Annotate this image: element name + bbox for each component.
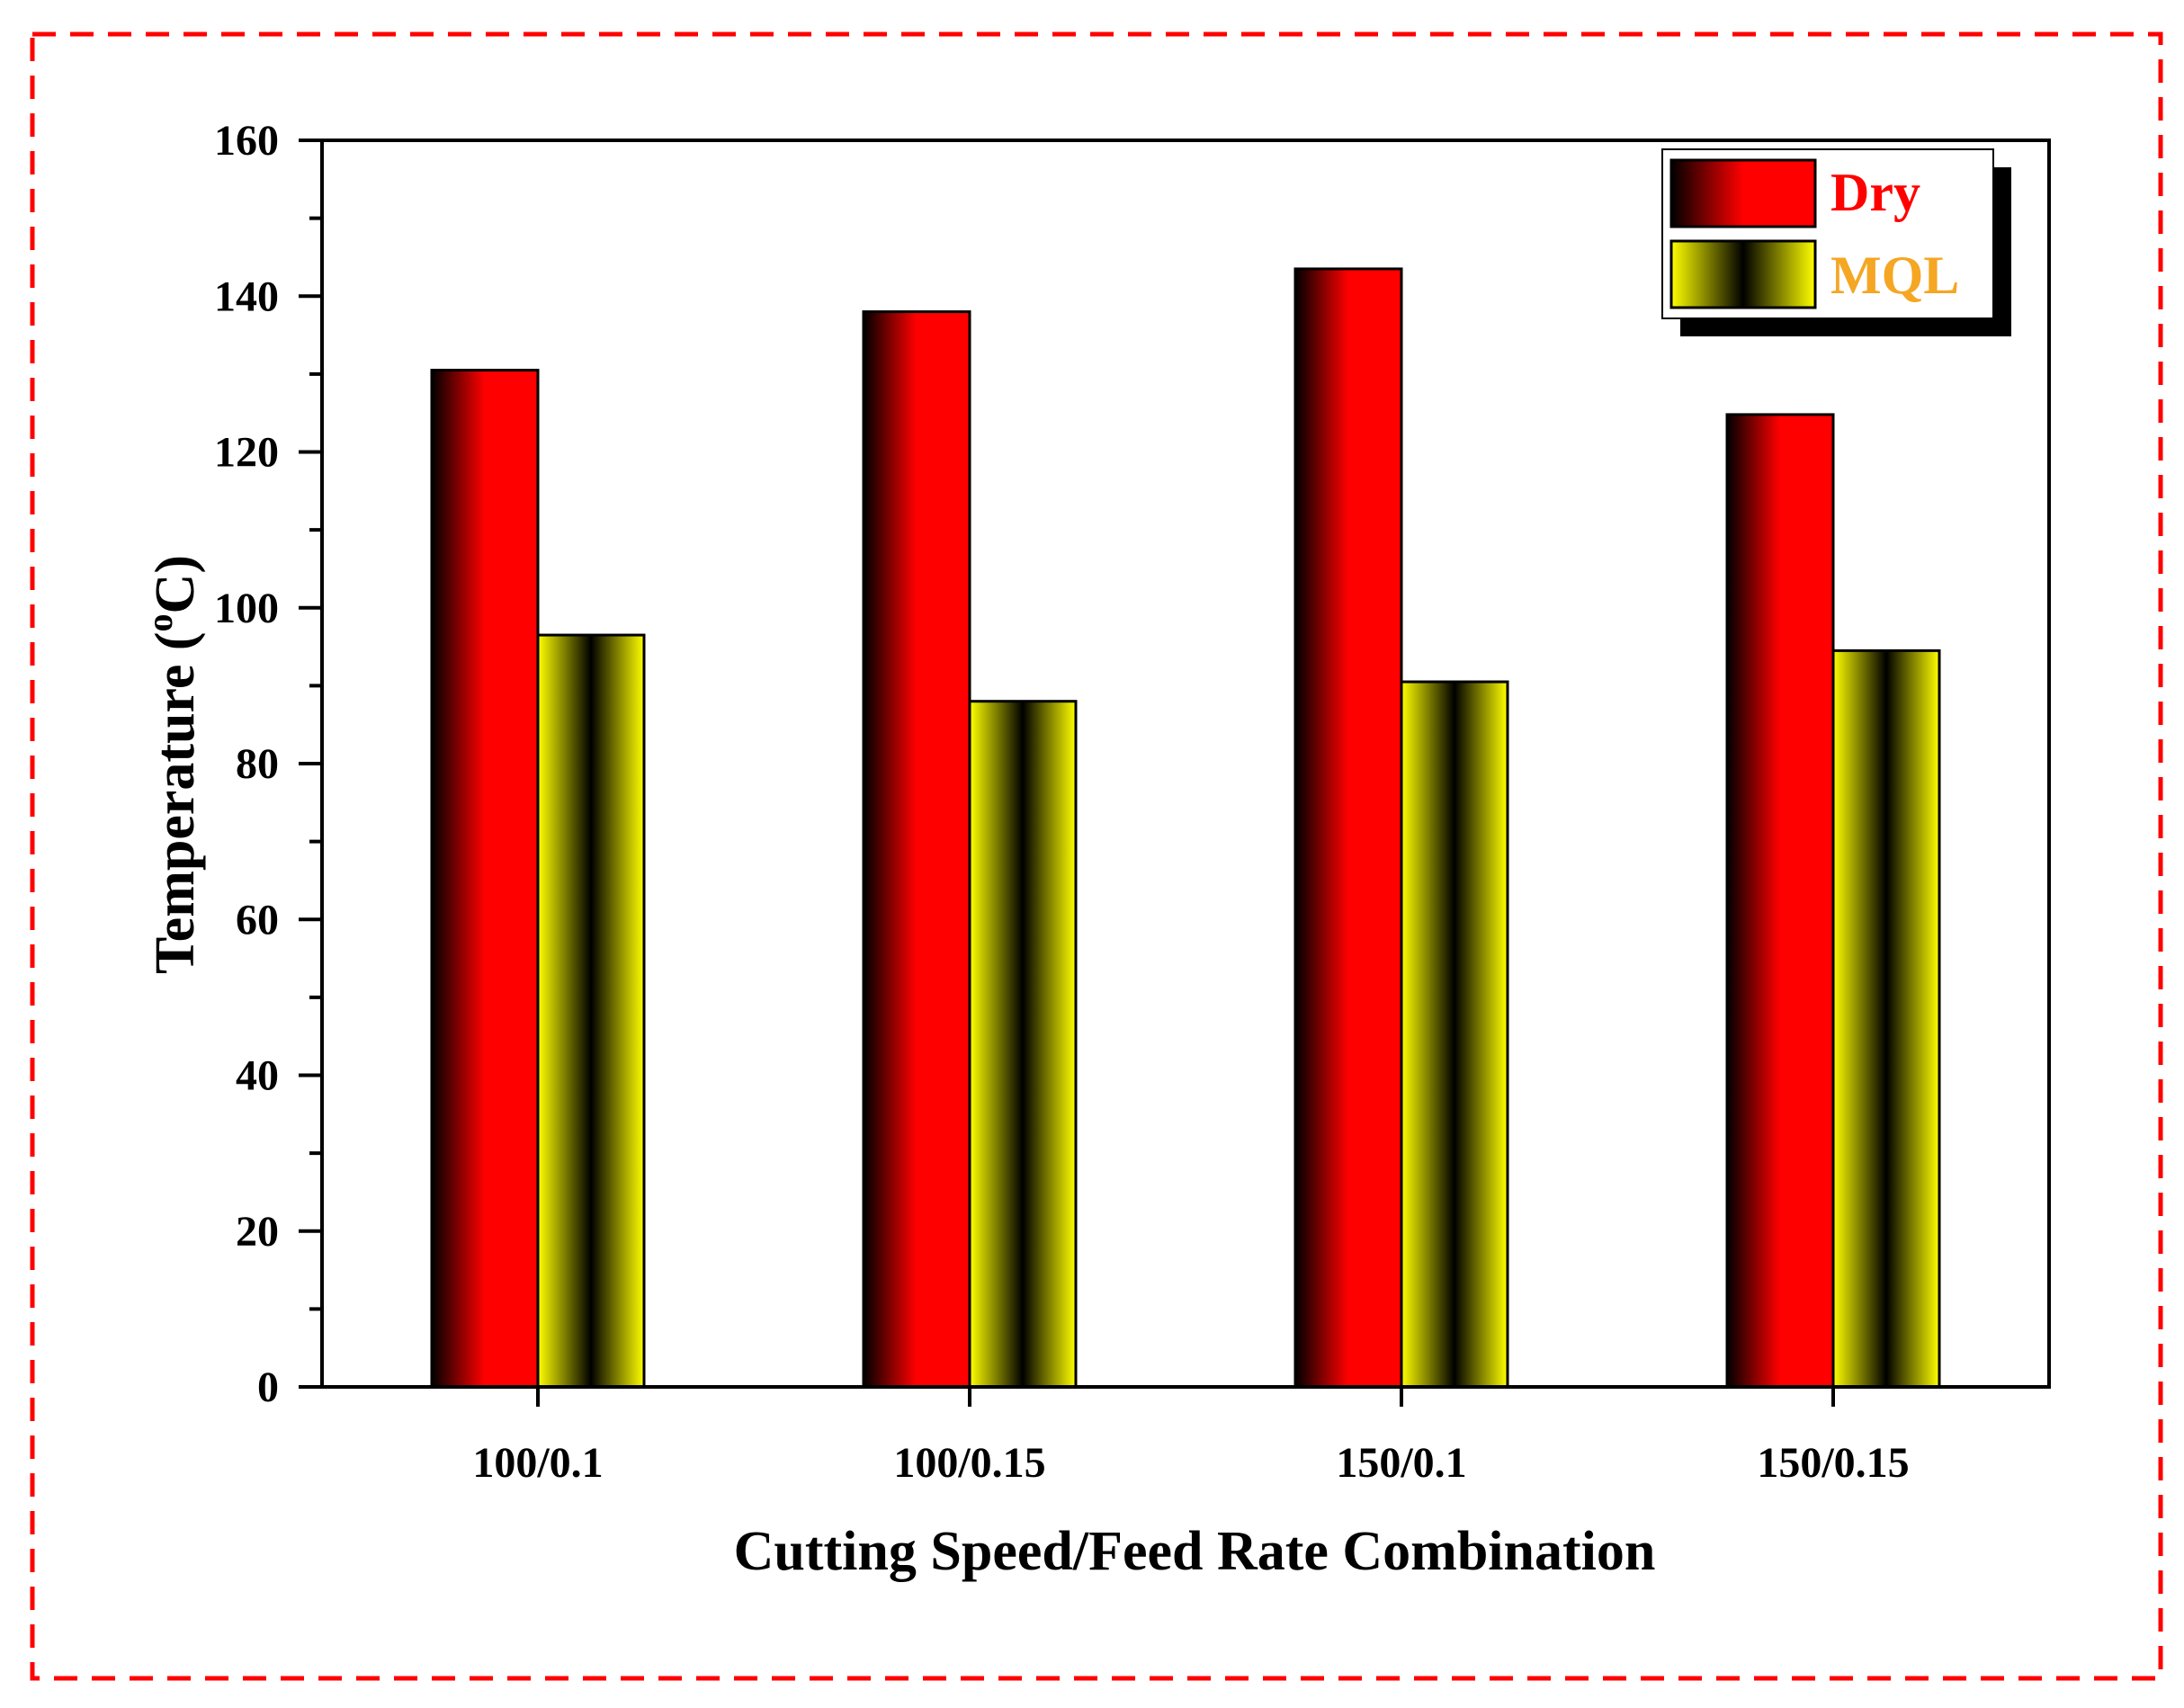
bar-dry <box>430 369 540 1389</box>
y-axis-title: Temperature (oC) <box>139 555 206 974</box>
bar-dry <box>862 310 971 1389</box>
legend-label-mql: MQL <box>1830 246 1959 305</box>
bar-dry <box>1725 413 1835 1389</box>
y-tick-label: 60 <box>236 896 279 943</box>
bar-dry <box>1293 267 1403 1389</box>
y-tick-label: 0 <box>257 1364 279 1411</box>
y-ticks-group: 0 20 40 60 80 100 120 140 160 <box>214 117 322 1411</box>
y-axis-title-text: Temperature ( <box>145 631 206 974</box>
legend-label-dry: Dry <box>1830 163 1920 222</box>
bar-mql <box>1400 680 1509 1389</box>
legend-swatch-dry <box>1669 158 1817 228</box>
x-axis-title: Cutting Speed/Feed Rate Combination <box>734 1521 1656 1582</box>
x-tick-label: 150/0.1 <box>1336 1439 1466 1487</box>
x-ticks-group: 100/0.1 100/0.15 150/0.1 150/0.15 <box>472 1387 1910 1487</box>
legend-swatch-mql <box>1669 239 1817 309</box>
y-tick-label: 100 <box>214 585 279 632</box>
x-tick-label: 150/0.15 <box>1757 1439 1909 1487</box>
y-tick-label: 120 <box>214 429 279 477</box>
dashed-frame <box>30 31 2163 1681</box>
y-tick-label: 20 <box>236 1208 279 1256</box>
bars-group <box>430 267 1941 1389</box>
y-tick-label: 140 <box>214 273 279 320</box>
bar-mql <box>536 633 646 1389</box>
plot-border <box>320 139 2051 1389</box>
x-tick-label: 100/0.1 <box>472 1439 603 1487</box>
y-tick-label: 80 <box>236 740 279 788</box>
legend: Dry MQL <box>1661 148 2011 336</box>
bar-mql <box>1831 648 1941 1389</box>
y-tick-label: 40 <box>236 1052 279 1100</box>
y-axis-title-unit: C) <box>145 555 206 613</box>
bar-mql <box>968 700 1078 1389</box>
y-tick-label: 160 <box>214 117 279 165</box>
x-tick-label: 100/0.15 <box>893 1439 1045 1487</box>
y-axis-title-sup: o <box>139 613 180 631</box>
